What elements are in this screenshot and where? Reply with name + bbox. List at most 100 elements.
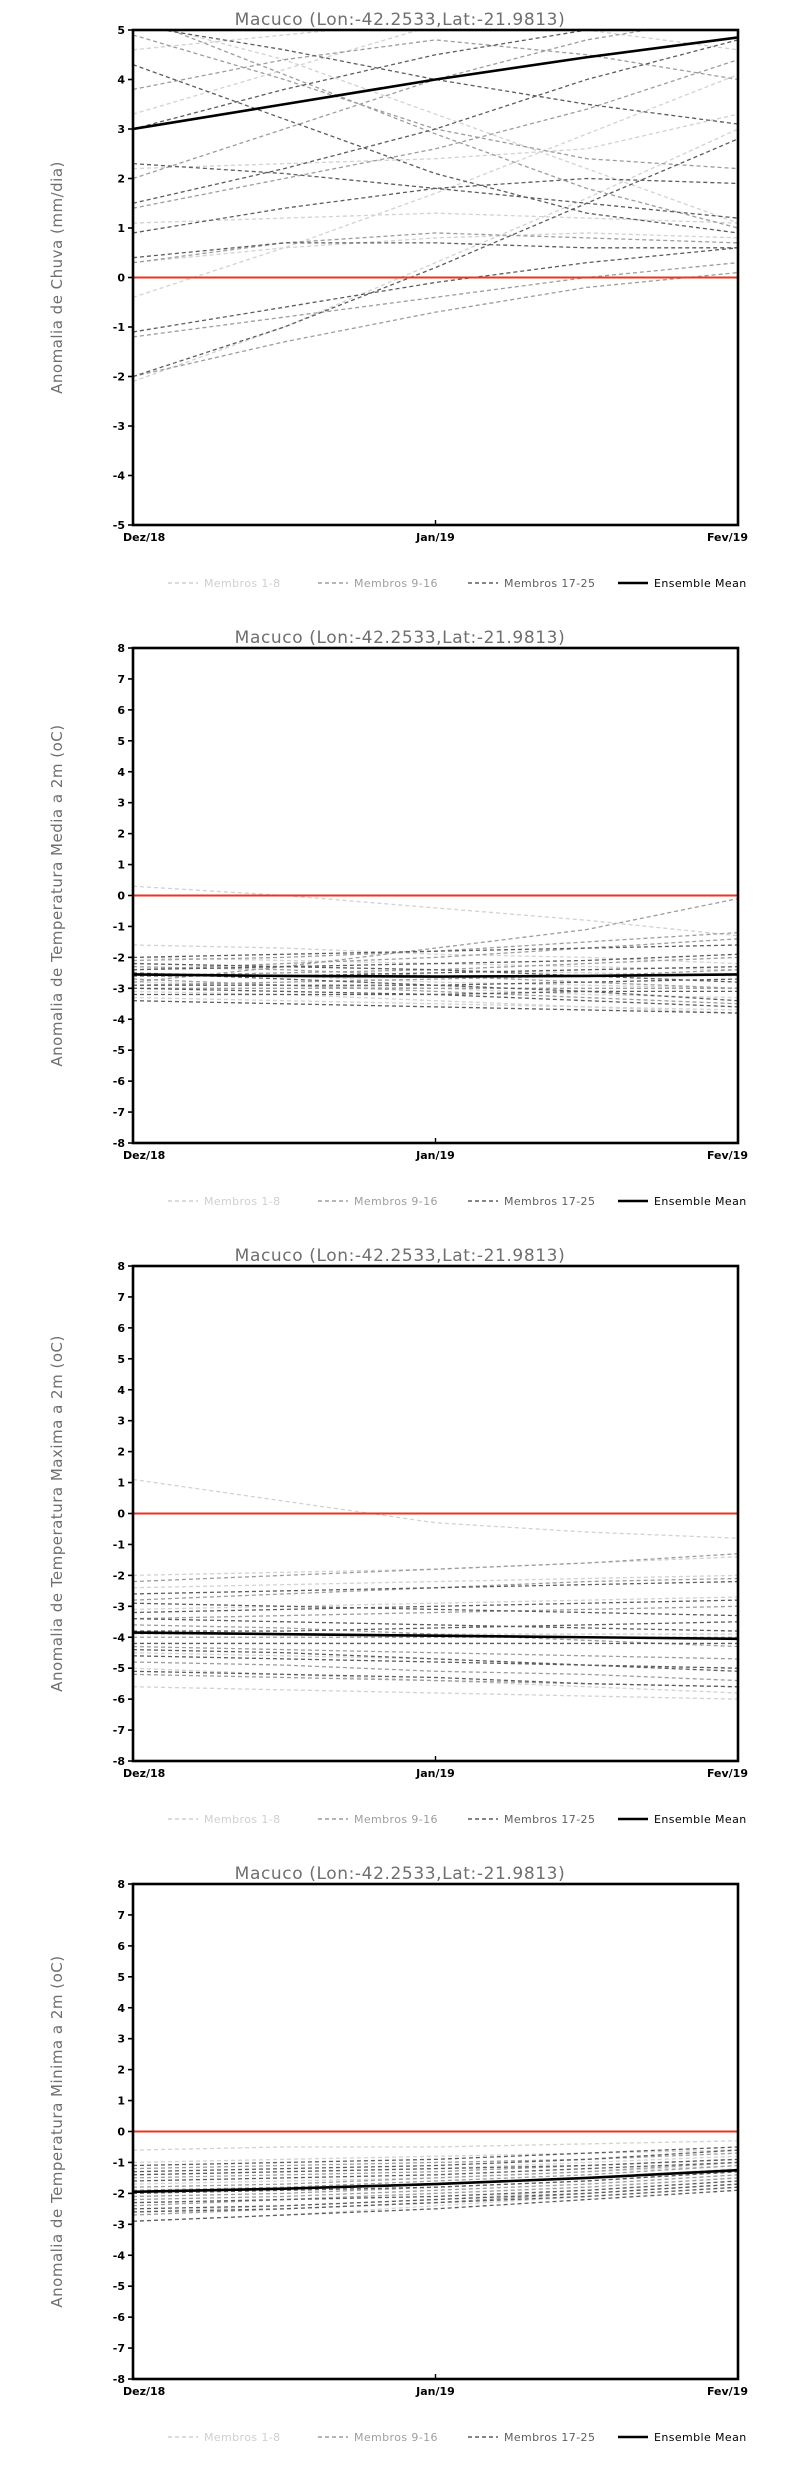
member-line — [133, 247, 738, 333]
y-tick-label: 3 — [117, 1415, 125, 1428]
y-tick-label: 2 — [117, 1446, 125, 1459]
legend-item: Membros 1-8 — [168, 2431, 281, 2444]
chart-title: Macuco (Lon:-42.2533,Lat:-21.9813) — [234, 1864, 566, 1884]
member-line — [133, 271, 738, 378]
member-line — [133, 2152, 738, 2170]
member-line — [159, 30, 738, 125]
legend-label: Membros 1-8 — [204, 577, 281, 590]
legend-item: Membros 17-25 — [468, 2431, 595, 2444]
x-tick-label: Fev/19 — [707, 531, 748, 544]
member-line — [133, 962, 738, 983]
member-line — [133, 2174, 738, 2201]
member-line — [133, 2140, 738, 2151]
y-tick-label: -1 — [113, 1538, 125, 1551]
member-line — [133, 987, 738, 1008]
y-tick-label: -1 — [113, 321, 125, 334]
legend-label: Membros 17-25 — [504, 577, 595, 590]
x-tick-label: Dez/18 — [123, 1149, 165, 1162]
member-line — [133, 897, 738, 983]
legend-label: Membros 9-16 — [354, 1813, 438, 1826]
member-line — [133, 1648, 738, 1672]
plot-area: Anomalia de Temperatura Media a 2m (oC) -… — [0, 618, 800, 1236]
y-tick-label: 3 — [117, 123, 125, 136]
y-tick-label: 4 — [117, 1384, 125, 1397]
y-tick-label: -2 — [113, 371, 125, 384]
plot-area: Anomalia de Temperatura Maxima a 2m (oC)… — [0, 1236, 800, 1854]
y-axis-label: Anomalia de Temperatura Minima a 2m (oC) — [48, 1955, 66, 2307]
legend-item: Membros 17-25 — [468, 1195, 595, 1208]
series-group — [133, 30, 738, 383]
y-tick-label: -6 — [113, 1693, 126, 1706]
legend-item: Ensemble Mean — [618, 1813, 747, 1826]
member-line — [133, 262, 738, 338]
chart-title: Macuco (Lon:-42.2533,Lat:-21.9813) — [234, 1246, 566, 1266]
y-tick-label: -4 — [113, 470, 126, 483]
member-line — [133, 1574, 738, 1589]
legend-label: Ensemble Mean — [654, 1813, 747, 1826]
y-tick-label: 3 — [117, 2033, 125, 2046]
ensemble-mean-line — [133, 36, 738, 131]
y-tick-label: -1 — [113, 2156, 125, 2169]
legend-item: Membros 1-8 — [168, 1195, 280, 1208]
member-line — [133, 2186, 738, 2213]
y-axis-label: Anomalia de Temperatura Media a 2m (oC) — [48, 724, 66, 1066]
x-tick-label: Dez/18 — [123, 1767, 165, 1780]
member-line — [133, 138, 738, 378]
y-tick-label: 1 — [117, 1477, 125, 1490]
member-line — [133, 944, 738, 965]
member-line — [169, 30, 738, 229]
y-tick-label: -8 — [113, 1137, 125, 1150]
y-tick-label: 6 — [117, 1322, 125, 1335]
y-tick-label: -6 — [113, 1075, 126, 1088]
x-tick-label: Fev/19 — [707, 2385, 748, 2398]
ensemble-mean-line — [133, 973, 738, 978]
chart-panel-tmaxima: Macuco (Lon:-42.2533,Lat:-21.9813) Anomal… — [0, 1236, 800, 1854]
member-line — [133, 30, 594, 130]
y-tick-label: 7 — [117, 673, 125, 686]
y-tick-label: 0 — [117, 890, 125, 903]
legend-label: Membros 9-16 — [354, 1195, 438, 1208]
member-line — [133, 1599, 738, 1614]
y-tick-label: 4 — [117, 74, 125, 87]
member-line — [133, 1655, 738, 1669]
member-line — [133, 1661, 738, 1682]
member-line — [133, 30, 738, 51]
member-line — [133, 953, 738, 971]
member-line — [133, 59, 738, 209]
series-group — [133, 2140, 738, 2222]
member-line — [133, 944, 738, 959]
x-tick-label: Fev/19 — [707, 1767, 748, 1780]
y-tick-label: -4 — [113, 1631, 126, 1644]
y-tick-label: 2 — [117, 828, 125, 841]
legend-item: Membros 9-16 — [318, 577, 438, 590]
y-tick-label: 8 — [117, 1260, 125, 1273]
member-line — [133, 996, 738, 1011]
y-tick-label: -7 — [113, 1106, 125, 1119]
member-line — [133, 972, 738, 1002]
legend-label: Ensemble Mean — [654, 577, 747, 590]
member-line — [133, 2164, 738, 2191]
series-group — [133, 885, 738, 1014]
y-tick-label: 2 — [117, 173, 125, 186]
y-tick-label: -7 — [113, 1724, 125, 1737]
member-line — [133, 64, 738, 234]
y-tick-label: -3 — [113, 1600, 125, 1613]
chart-panel-chuva: Macuco (Lon:-42.2533,Lat:-21.9813) Anomal… — [0, 0, 800, 618]
member-line — [133, 1605, 738, 1620]
legend-label: Membros 9-16 — [354, 2431, 438, 2444]
legend-item: Ensemble Mean — [618, 1195, 746, 1208]
member-line — [133, 232, 738, 264]
y-tick-label: 8 — [117, 1878, 125, 1891]
y-tick-label: -4 — [113, 1013, 126, 1026]
y-tick-label: 2 — [117, 2064, 125, 2077]
chart-panel-tmedia: Macuco (Lon:-42.2533,Lat:-21.9813) Anomal… — [0, 618, 800, 1236]
legend-label: Membros 1-8 — [204, 2431, 281, 2444]
legend-label: Ensemble Mean — [654, 2431, 747, 2444]
y-tick-label: -5 — [113, 1044, 125, 1057]
member-line — [133, 2149, 738, 2173]
member-line — [133, 1602, 738, 1617]
y-tick-label: 0 — [117, 272, 125, 285]
member-line — [133, 2180, 738, 2204]
plot-area: Anomalia de Temperatura Minima a 2m (oC)… — [0, 1854, 800, 2472]
legend-label: Membros 17-25 — [504, 1813, 595, 1826]
